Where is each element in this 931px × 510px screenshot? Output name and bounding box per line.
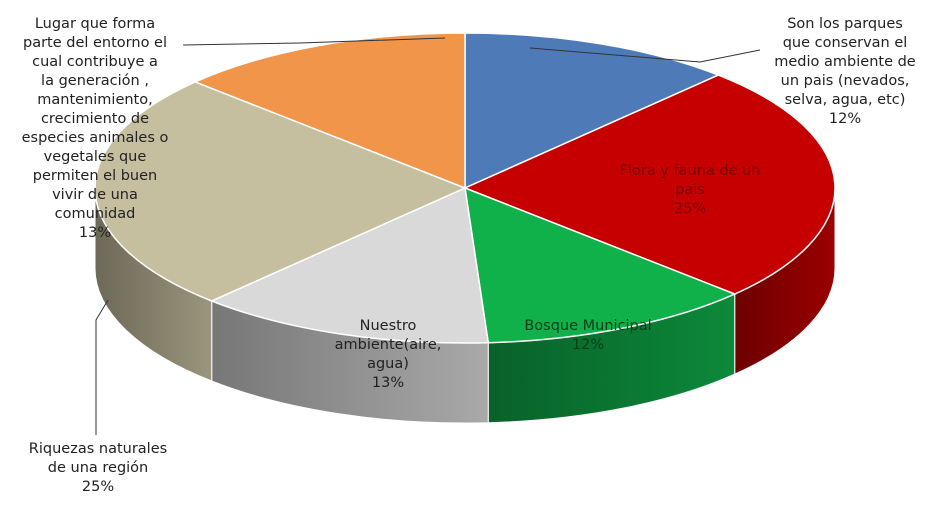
data-label-line: Lugar que forma [35, 16, 155, 32]
data-label-line: mantenimiento, [37, 92, 152, 108]
data-label-3: Nuestro ambiente(aire, agua) 13% [335, 318, 442, 391]
data-labels: Son los parques que conservan el medio amb… [22, 16, 916, 495]
data-label-5: Lugar que forma parte del entorno el cual … [22, 16, 169, 241]
data-label-0: Son los parques que conservan el medio amb… [774, 16, 916, 127]
data-label-line: vivir de una [52, 187, 138, 203]
leader-line-0 [529, 47, 761, 63]
data-label-line: ambiente(aire, [335, 337, 442, 353]
data-label-percent: 25% [674, 201, 706, 217]
data-label-line: comunidad [55, 206, 136, 222]
data-label-line: Flora y fauna de un [620, 163, 761, 179]
data-label-line: parte del entorno el [23, 35, 167, 51]
pie-slices [94, 32, 836, 344]
data-label-percent: 13% [372, 375, 404, 391]
data-label-line: Nuestro [360, 318, 417, 334]
data-label-line: crecimiento de [41, 111, 149, 127]
data-label-percent: 25% [82, 479, 114, 495]
data-label-4: Riquezas naturales de una región 25% [29, 441, 167, 495]
pie-slice-2 [464, 186, 737, 344]
data-label-line: cual contribuye a [32, 54, 158, 70]
data-label-line: Bosque Municipal [524, 318, 651, 334]
data-label-1: Flora y fauna de un pais 25% [620, 163, 761, 217]
data-label-line: pais [675, 182, 705, 198]
pie-side-walls [94, 187, 836, 424]
data-label-line: Son los parques [787, 16, 903, 32]
pie-slice-0 [464, 32, 721, 190]
pie-slice-3 [209, 186, 490, 344]
data-label-percent: 13% [79, 225, 111, 241]
data-label-2: Bosque Municipal 12% [524, 318, 651, 353]
data-label-percent: 12% [829, 111, 861, 127]
data-label-line: vegetales que [44, 149, 147, 165]
leader-line-4 [95, 299, 109, 435]
pie-slice-4 [94, 81, 467, 302]
data-label-line: especies animales o [22, 130, 169, 146]
data-label-percent: 12% [572, 337, 604, 353]
data-label-line: selva, agua, etc) [785, 92, 906, 108]
data-label-line: que conservan el [783, 35, 908, 51]
pie-slice-1 [463, 74, 836, 295]
leader-lines [95, 37, 761, 435]
data-label-line: permiten el buen [33, 168, 157, 184]
data-label-line: la generación , [41, 73, 149, 89]
data-label-line: un pais (nevados, [781, 73, 910, 89]
pie-slice-5 [193, 32, 466, 190]
data-label-line: Riquezas naturales [29, 441, 167, 457]
data-label-line: medio ambiente de [774, 54, 916, 70]
data-label-line: agua) [367, 356, 409, 372]
leader-line-5 [182, 37, 446, 46]
data-label-line: de una región [48, 460, 148, 476]
